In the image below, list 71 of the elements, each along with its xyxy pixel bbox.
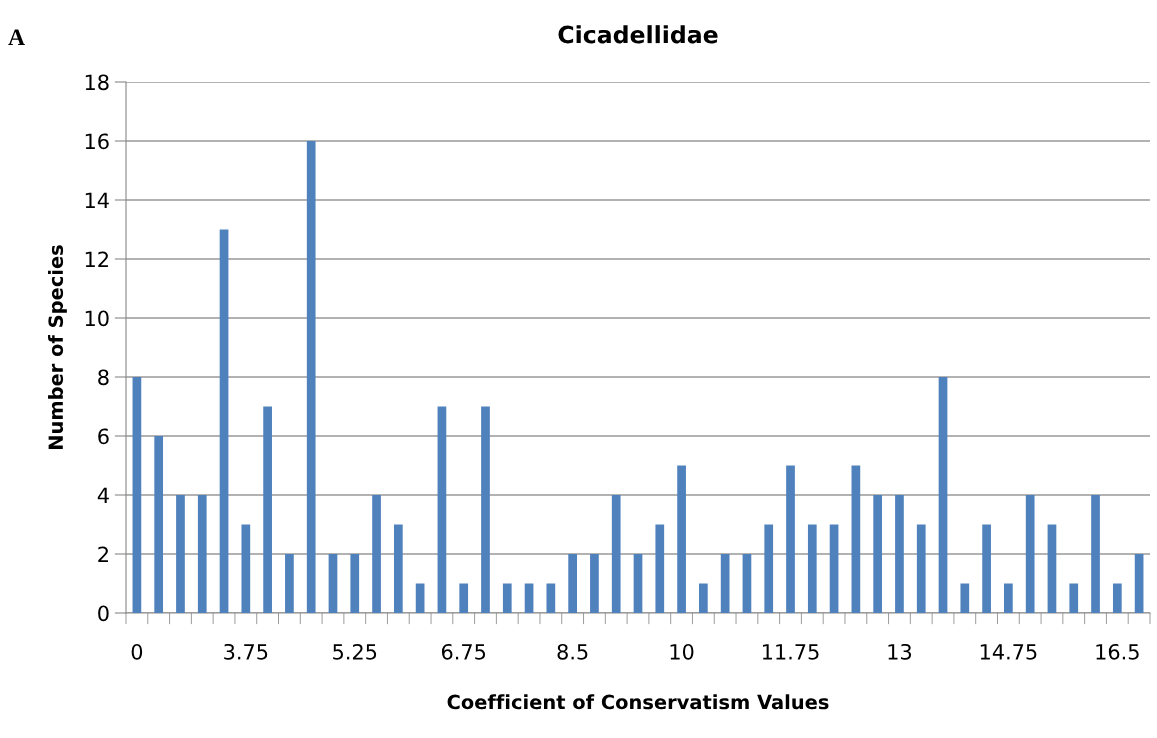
- bar: [938, 377, 948, 613]
- bar: [350, 554, 360, 613]
- y-axis-title: Number of Species: [48, 245, 67, 449]
- bar: [1069, 583, 1079, 613]
- x-tick-label: 11.75: [762, 644, 819, 660]
- bar: [219, 229, 229, 613]
- bar: [590, 554, 599, 613]
- bar: [1004, 583, 1013, 613]
- bar: [176, 495, 185, 613]
- bar: [502, 583, 512, 613]
- x-tick-label: 16.5: [1096, 643, 1139, 660]
- bar: [829, 524, 839, 613]
- x-tick-label: 14.75: [980, 644, 1037, 660]
- chart-title: Cicadellidae: [558, 25, 718, 44]
- x-tick-label: 0: [131, 643, 143, 660]
- bar: [154, 436, 164, 613]
- bar: [851, 465, 861, 613]
- x-tick-label: 3.75: [224, 643, 268, 660]
- bar: [720, 554, 730, 613]
- bar: [699, 583, 708, 613]
- bar: [241, 524, 251, 613]
- y-tick-label: 12: [85, 251, 108, 267]
- bar: [306, 141, 316, 613]
- bar: [807, 524, 817, 613]
- bar: [655, 524, 665, 613]
- x-tick-label: 10: [670, 643, 694, 660]
- bar: [1025, 495, 1035, 613]
- y-tick-label: 6: [98, 428, 109, 445]
- x-tick-label: 6.75: [441, 643, 486, 660]
- bar: [328, 554, 338, 613]
- y-tick-label: 8: [98, 369, 109, 386]
- bar: [611, 495, 621, 613]
- y-tick-label: 16: [85, 133, 109, 150]
- text: A: [8, 29, 25, 45]
- x-tick-label: 13: [888, 643, 912, 660]
- bar: [285, 554, 294, 613]
- bar: [742, 554, 752, 613]
- bar: [415, 583, 425, 613]
- bar: [1112, 583, 1122, 613]
- bar: [677, 465, 686, 613]
- y-tick-label: 0: [98, 605, 109, 622]
- bar: [437, 406, 447, 613]
- x-tick-label: 5.25: [333, 643, 377, 660]
- bar: [895, 495, 904, 613]
- bar: [393, 524, 403, 613]
- y-tick-label: 18: [85, 74, 109, 91]
- y-tick-label: 10: [85, 310, 109, 327]
- bar: [132, 377, 142, 613]
- bar: [263, 406, 272, 613]
- bar: [372, 495, 381, 613]
- bar: [982, 524, 991, 613]
- bar: [459, 583, 469, 613]
- bar: [481, 406, 490, 613]
- bar: [764, 524, 774, 613]
- bar: [1047, 524, 1057, 613]
- bar: [197, 495, 207, 613]
- bar: [960, 583, 970, 613]
- bar: [1134, 554, 1144, 613]
- bar: [524, 583, 534, 613]
- bar: [546, 583, 556, 613]
- bar: [568, 554, 577, 613]
- x-axis-title: Coefficient of Conservatism Values: [447, 694, 829, 710]
- y-tick-label: 14: [85, 192, 109, 208]
- bar: [633, 554, 643, 613]
- bar: [873, 495, 883, 613]
- bar: [786, 465, 795, 613]
- y-tick-label: 4: [97, 487, 109, 503]
- bar: [916, 524, 926, 613]
- bar: [1091, 495, 1100, 613]
- y-tick-label: 2: [98, 546, 108, 562]
- x-tick-label: 8.5: [557, 643, 588, 660]
